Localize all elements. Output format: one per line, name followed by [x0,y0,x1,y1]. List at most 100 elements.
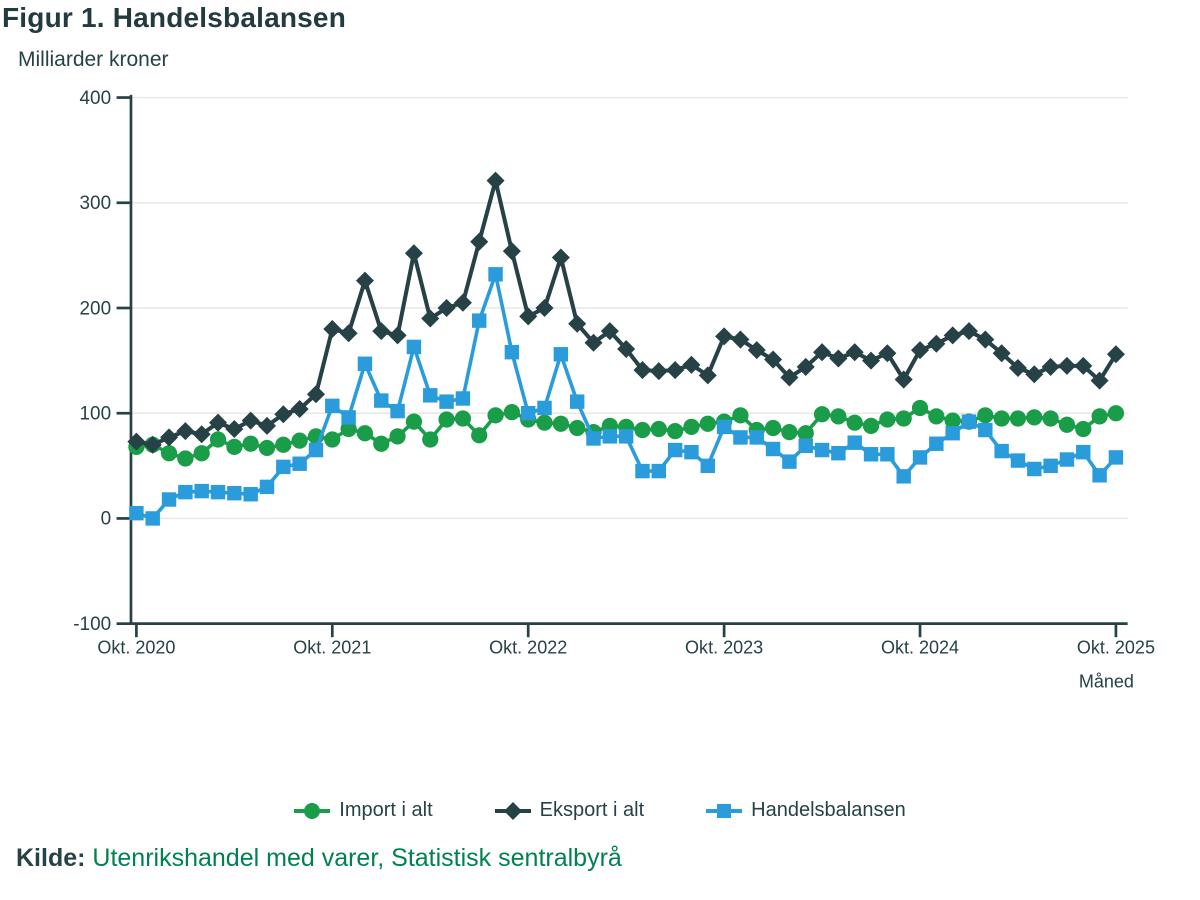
data-point-diamond [519,307,538,326]
data-point-square [569,394,585,409]
x-tick-label: Okt. 2021 [293,637,371,657]
data-point-square [635,463,650,479]
data-point-diamond [551,248,570,267]
data-point-diamond [241,411,260,430]
series-diamond [127,171,1125,454]
data-point-diamond [388,326,407,345]
data-point-diamond [731,330,750,349]
data-point-circle [764,419,782,437]
data-point-circle [1107,405,1125,422]
figure-title: Figur 1. Handelsbalansen [2,2,346,33]
data-point-circle [438,411,455,428]
x-tick-label: Okt. 2022 [489,637,567,657]
source-link[interactable]: Utenrikshandel med varer, Statistisk sen… [92,844,622,872]
data-point-diamond [894,370,913,389]
data-point-square [537,400,552,416]
data-point-square [929,436,944,451]
legend-item-label: Import i alt [339,799,433,821]
data-point-diamond [764,350,783,369]
data-point-diamond [976,330,995,349]
data-point-square [553,347,569,362]
data-point-square [439,394,454,409]
data-point-circle [683,418,700,436]
x-axis-title: Måned [1079,672,1134,692]
legend-item-handelsbalansen[interactable]: Handelsbalansen [706,799,906,822]
data-point-diamond [225,419,244,439]
data-point-circle [650,420,667,438]
data-point-diamond [1106,345,1125,364]
handelsbalansen-series-marker-icon [706,803,743,818]
data-point-circle [356,425,374,442]
eksport-series-marker-icon [494,801,531,820]
legend-item-import[interactable]: Import i alt [294,799,433,822]
data-point-square [896,469,911,484]
data-point-circle [667,422,684,440]
y-tick-label: 0 [101,509,112,530]
data-point-square [716,419,732,435]
data-point-diamond [339,324,358,343]
data-point-square [863,447,879,462]
data-point-square [880,447,895,462]
data-point-circle [552,415,569,432]
data-point-diamond [404,244,423,263]
legend-item-eksport[interactable]: Eksport i alt [494,799,645,822]
data-point-circle [928,408,945,425]
data-point-diamond [437,298,456,318]
data-point-square [749,430,764,445]
data-point-circle [291,432,308,449]
data-point-square [602,429,618,444]
data-point-square [178,484,193,500]
data-point-square [1043,458,1058,474]
data-point-circle [1091,408,1108,425]
data-point-circle [813,406,831,423]
data-point-square [961,414,977,429]
data-point-diamond [715,327,734,346]
y-tick-label: 200 [80,298,112,319]
data-point-circle [911,399,929,417]
data-point-diamond [829,349,848,368]
data-point-square [847,435,862,450]
data-point-square [1076,444,1091,460]
data-point-square [945,425,960,441]
data-point-circle [781,424,798,441]
data-point-diamond [943,326,962,345]
data-point-circle [422,431,439,448]
data-point-diamond [1041,357,1060,376]
data-point-circle [1026,409,1043,426]
data-point-square [912,450,928,465]
data-point-circle [242,435,259,452]
data-point-square [455,391,471,406]
data-point-circle [324,431,341,448]
data-point-diamond [453,293,472,312]
data-point-diamond [176,422,195,441]
data-point-square [994,443,1009,459]
data-point-diamond [633,361,652,380]
data-point-diamond [1025,365,1044,384]
data-point-square [618,429,634,444]
data-point-diamond [502,242,521,261]
data-point-circle [471,427,488,444]
data-point-square [684,444,699,460]
data-point-diamond [600,322,619,341]
data-point-diamond [649,362,668,381]
source-prefix: Kilde: [16,844,86,872]
data-point-diamond [862,351,881,370]
data-point-diamond [1057,356,1076,375]
data-point-circle [373,435,390,452]
data-point-square [292,456,307,471]
data-point-square [765,441,781,457]
y-tick-label: 300 [80,193,112,214]
data-point-diamond [845,343,864,362]
data-point-square [210,484,226,500]
data-point-diamond [306,385,325,404]
data-point-diamond [486,171,505,190]
data-point-square [374,393,389,408]
data-point-diamond [813,343,832,362]
data-point-circle [193,445,210,462]
data-point-square [259,479,275,495]
legend-item-label: Eksport i alt [539,799,645,821]
y-tick-label: -100 [73,614,111,635]
data-point-circle [732,407,749,424]
